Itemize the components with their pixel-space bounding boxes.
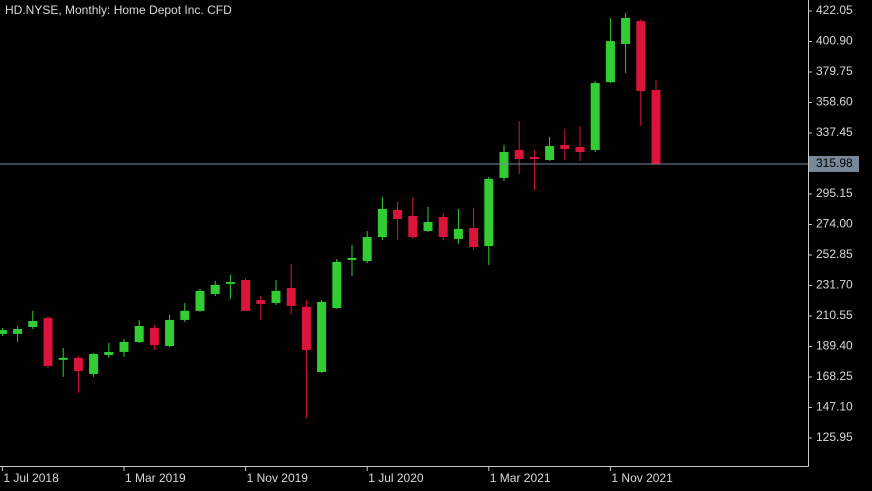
x-tick-label: 1 Mar 2021 (490, 471, 551, 485)
y-tick-label: 358.60 (816, 95, 853, 109)
candle-body (651, 89, 661, 164)
candle-body (210, 284, 220, 294)
y-tick-label: 295.15 (816, 186, 853, 200)
candle-body (347, 257, 357, 260)
candle-body (393, 209, 403, 220)
candle-body (165, 319, 175, 347)
candle-body (514, 149, 524, 160)
candle-body (241, 280, 251, 311)
candle-body (73, 357, 83, 371)
candle-body (317, 301, 327, 372)
candle-body (119, 342, 129, 352)
x-tick-label: 1 Nov 2019 (247, 471, 309, 485)
candle-body (225, 282, 235, 284)
candle-body (636, 21, 646, 91)
candle-body (134, 325, 144, 343)
candle-body (286, 287, 296, 306)
y-tick-label: 189.40 (816, 339, 853, 353)
candle-body (621, 18, 631, 44)
y-tick-label: 274.00 (816, 217, 853, 231)
price-label: 315.98 (816, 156, 853, 170)
candle-body (180, 310, 190, 320)
candle-body (575, 146, 585, 152)
candle-body (484, 178, 494, 246)
y-tick-label: 379.75 (816, 64, 853, 78)
x-tick-label: 1 Mar 2019 (125, 471, 186, 485)
candle-body (271, 290, 281, 303)
candle-body (362, 237, 372, 261)
price-label-box (809, 155, 859, 172)
candle-body (560, 145, 570, 149)
x-tick-label: 1 Nov 2021 (611, 471, 673, 485)
x-tick-label: 1 Jul 2020 (368, 471, 424, 485)
x-tick-label: 1 Jul 2018 (3, 471, 59, 485)
candle-body (301, 306, 311, 350)
y-tick-label: 252.85 (816, 247, 853, 261)
y-tick-label: 422.05 (816, 3, 853, 17)
candle-body (256, 300, 266, 304)
candle-body (149, 328, 159, 346)
candle-body (195, 290, 205, 311)
candle-body (453, 228, 463, 239)
candle-body (0, 330, 7, 334)
candle-body (332, 261, 342, 308)
y-tick-label: 168.25 (816, 369, 853, 383)
candle-body (469, 227, 479, 247)
candle-body (58, 357, 68, 360)
candle-body (408, 215, 418, 238)
candle-body (499, 151, 509, 178)
candle-body (545, 146, 555, 161)
candle-body (590, 83, 600, 150)
candle-body (43, 317, 53, 366)
candle-body (377, 208, 387, 238)
y-tick-label: 337.45 (816, 125, 853, 139)
candle-body (529, 157, 539, 160)
y-tick-label: 125.95 (816, 430, 853, 444)
chart-title: HD.NYSE, Monthly: Home Depot Inc. CFD (5, 3, 232, 17)
candle-body (423, 222, 433, 231)
candle-body (13, 329, 23, 334)
y-tick-label: 231.70 (816, 278, 853, 292)
candle-body (104, 351, 114, 355)
candle-body (28, 320, 38, 328)
y-tick-label: 400.90 (816, 34, 853, 48)
candle-body (438, 216, 448, 238)
y-tick-label: 147.10 (816, 400, 853, 414)
candle-body (605, 41, 615, 83)
candle-body (89, 353, 99, 375)
y-tick-label: 210.55 (816, 308, 853, 322)
